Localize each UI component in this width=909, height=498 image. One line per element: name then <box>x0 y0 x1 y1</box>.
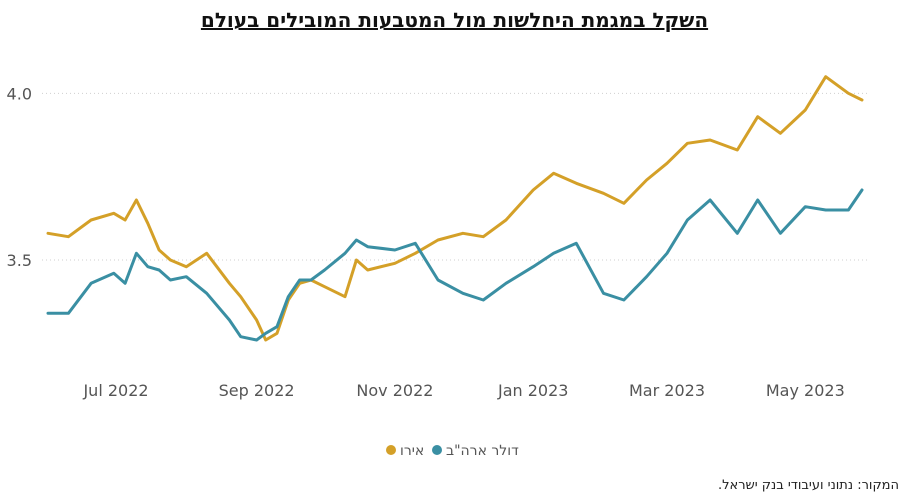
y-axis-ticks: 3.5 4.0 <box>7 84 32 270</box>
x-tick-label: Nov 2022 <box>356 381 433 400</box>
x-tick-label: Jan 2023 <box>497 381 568 400</box>
legend-marker-usd <box>432 445 442 455</box>
source-note: המקור: נתוני ועיבודי בנק ישראל. <box>718 478 899 493</box>
series-line-usd <box>46 188 864 342</box>
legend-marker-euro <box>386 445 396 455</box>
x-tick-label: Jul 2022 <box>82 381 148 400</box>
legend-label-usd: דולר ארה"ב <box>446 443 519 459</box>
x-tick-label: Mar 2023 <box>629 381 705 400</box>
x-tick-label: May 2023 <box>766 381 845 400</box>
x-axis-ticks: Jul 2022 Sep 2022 Nov 2022 Jan 2023 Mar 2023… <box>82 381 844 400</box>
legend: אירו דולר ארה"ב <box>386 443 519 459</box>
series-lines <box>46 75 864 342</box>
chart-title: השקל במגמת היחלשות מול המטבעות המובילים … <box>200 8 709 32</box>
y-tick-label: 3.5 <box>7 251 32 270</box>
x-tick-label: Sep 2022 <box>219 381 295 400</box>
y-tick-label: 4.0 <box>7 84 32 103</box>
legend-label-euro: אירו <box>400 443 424 459</box>
series-line-euro <box>46 75 864 342</box>
